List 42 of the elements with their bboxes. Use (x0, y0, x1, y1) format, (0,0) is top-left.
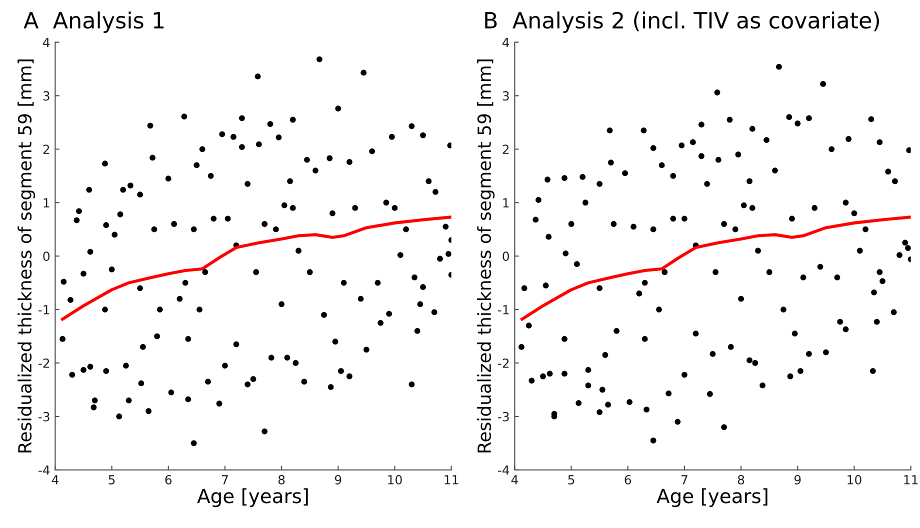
x-tick-label: 11 (904, 475, 918, 484)
x-tick-label: 7 (682, 475, 688, 484)
x-tick-label: 5 (108, 475, 115, 484)
y-tick-label: 2 (43, 144, 50, 154)
x-axis-title: Age [years] (656, 488, 768, 508)
x-tick-label: 9 (794, 475, 801, 484)
y-tick-label: 1 (44, 198, 50, 208)
chart-title: B Analysis 2 (incl. TIV as covariate) (485, 11, 879, 33)
x-tick-label: 9 (334, 475, 342, 484)
y-tick-label: 3 (502, 91, 509, 101)
x-tick-label: 7 (222, 475, 228, 484)
y-axis-title: Residualized thickness of segment 59 [mm] (477, 60, 495, 452)
x-tick-label: 6 (165, 475, 172, 484)
y-tick-label: 2 (502, 144, 509, 154)
x-tick-label: 4 (511, 475, 518, 484)
y-axis-title: Residualized thickness of segment 59 [mm] (18, 60, 36, 452)
y-tick-label: -4 (38, 466, 50, 475)
x-tick-label: 11 (444, 475, 458, 484)
x-tick-label: 5 (568, 475, 574, 484)
y-tick-label: 1 (503, 198, 509, 208)
chart-title: A Analysis 1 (24, 11, 164, 33)
y-tick-label: 4 (502, 38, 510, 47)
x-tick-label: 8 (738, 475, 744, 484)
x-tick-label: 8 (278, 475, 285, 484)
y-tick-label: -2 (38, 358, 50, 368)
y-tick-label: -4 (498, 466, 510, 475)
y-tick-label: 4 (42, 38, 50, 47)
y-tick-label: 0 (43, 252, 50, 262)
line-series (520, 216, 911, 321)
x-tick-label: 10 (848, 475, 862, 484)
line-series (61, 216, 452, 321)
x-tick-label: 6 (624, 475, 632, 484)
x-axis-title: Age [years] (197, 488, 308, 508)
x-tick-label: 10 (388, 475, 402, 484)
y-tick-label: -3 (38, 412, 50, 422)
x-tick-label: 4 (52, 475, 58, 484)
y-tick-label: -2 (498, 358, 509, 368)
y-tick-label: -1 (38, 305, 50, 314)
y-tick-label: -3 (498, 412, 509, 422)
y-tick-label: 3 (43, 91, 50, 101)
y-tick-label: -1 (498, 305, 509, 314)
y-tick-label: 0 (502, 252, 509, 262)
